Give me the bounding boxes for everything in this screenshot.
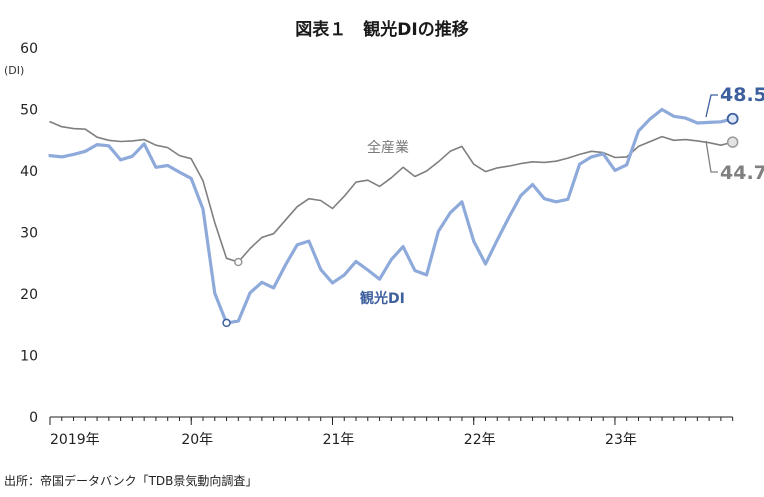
end-callout-tourism-leader <box>705 94 718 118</box>
y-tick-label: 40 <box>20 164 38 180</box>
x-tick-label: 21年 <box>323 432 355 448</box>
y-tick-label: 0 <box>29 410 38 426</box>
x-axis: 2019年 20年 21年 22年 23年 <box>49 416 734 448</box>
y-axis: 0 10 20 30 40 50 60 <box>20 41 38 426</box>
y-tick-label: 60 <box>20 41 38 57</box>
end-callout-all-industry-leader <box>705 140 718 173</box>
marker-tourism-min <box>222 318 231 328</box>
end-value-all-industry: 44.7 <box>720 162 764 184</box>
y-axis-unit: (DI) <box>4 64 24 77</box>
series-label-all-industry: 全産業 <box>367 139 409 156</box>
source-note: 出所：帝国データバンク「TDB景気動向調査」 <box>4 473 257 488</box>
x-tick-label: 2019年 <box>50 432 100 448</box>
x-tick-label: 23年 <box>605 432 637 448</box>
series-line-tourism-di <box>48 107 735 325</box>
marker-all-industry-min <box>234 257 243 267</box>
end-value-tourism-di: 48.5 <box>720 84 764 106</box>
series-line-all-industry <box>49 121 734 263</box>
y-tick-label: 50 <box>20 103 38 119</box>
y-tick-label: 10 <box>20 349 38 365</box>
chart-title: 図表１ 観光DIの推移 <box>295 19 468 40</box>
marker-tourism-end <box>726 112 739 125</box>
x-tick-label: 22年 <box>464 432 496 448</box>
plot-lines <box>48 107 735 325</box>
y-tick-label: 20 <box>20 287 38 303</box>
series-label-tourism-di: 観光DI <box>360 290 405 307</box>
plot-markers <box>222 112 739 328</box>
marker-all-industry-end <box>726 136 739 148</box>
y-tick-label: 30 <box>20 226 38 242</box>
x-tick-label: 20年 <box>181 432 213 448</box>
